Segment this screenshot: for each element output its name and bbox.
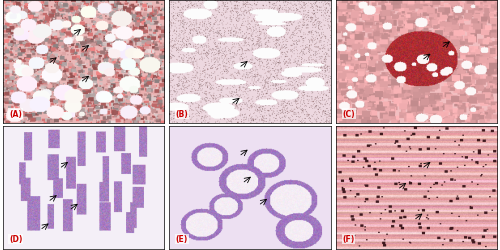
Text: (E): (E)	[176, 234, 188, 244]
Text: (C): (C)	[342, 110, 355, 118]
Text: (A): (A)	[9, 110, 22, 118]
Text: (D): (D)	[9, 234, 22, 244]
Text: (F): (F)	[342, 234, 354, 244]
Text: (B): (B)	[176, 110, 188, 118]
